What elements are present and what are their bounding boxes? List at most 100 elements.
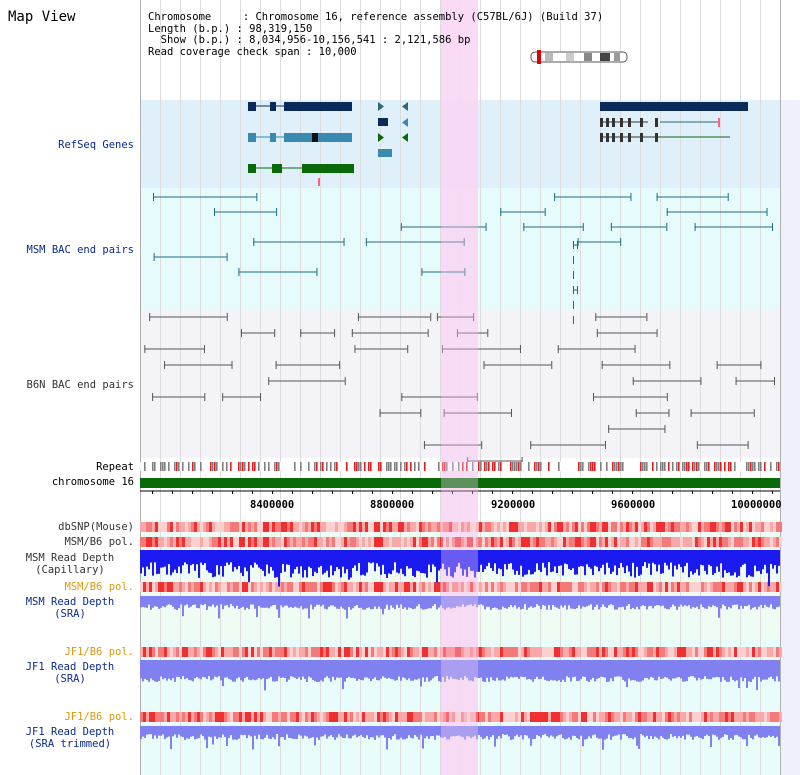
track-label-msm-bac[interactable]: MSM BAC end pairs — [26, 244, 134, 256]
track-label-b6n-bac[interactable]: B6N BAC end pairs — [26, 379, 134, 391]
track-label-msm-depth-capillary[interactable]: MSM Read Depth — [25, 552, 115, 564]
track-label-msm-b6-pol-2[interactable]: MSM/B6 pol. — [64, 581, 134, 593]
msm-capillary-depth-bar — [556, 550, 558, 574]
track-label-msm-depth-sra[interactable]: MSM Read Depth — [25, 596, 115, 608]
msm-sra-depth-bar — [584, 596, 586, 608]
jf1-trimmed-depth-bar — [274, 726, 276, 740]
jf1-b6-pol-strip — [734, 712, 737, 722]
msm-sra-depth-bar — [238, 596, 240, 609]
track-label-jf1-b6-pol-1[interactable]: JF1/B6 pol. — [64, 646, 134, 658]
repeat-mark — [724, 462, 726, 471]
msm-sra-depth-bar — [298, 596, 300, 609]
msm-capillary-depth-bar — [706, 550, 708, 575]
track-label-refseq[interactable]: RefSeq Genes — [58, 139, 134, 151]
jf1-b6-pol-strip — [620, 712, 623, 722]
msm-sra-depth-bar — [234, 596, 236, 609]
dbsnp-strip — [353, 522, 356, 532]
jf1-sra-depth-bar — [270, 660, 272, 677]
msm-capillary-depth-bar — [716, 550, 718, 567]
track-label-jf1-b6-pol-2[interactable]: JF1/B6 pol. — [64, 711, 134, 723]
msm-capillary-depth-bar — [410, 550, 412, 569]
track-label-jf1-depth-trimmed[interactable]: JF1 Read Depth — [25, 726, 115, 738]
jf1-sra-depth-bar — [512, 660, 514, 678]
msm-b6-pol-strip — [392, 537, 395, 547]
jf1-sra-depth-bar — [540, 660, 542, 679]
dbsnp-strip — [272, 522, 275, 532]
selection-highlight — [441, 0, 478, 775]
jf1-trimmed-depth-bar — [476, 726, 478, 740]
msm-b6-pol-strip — [275, 537, 278, 547]
jf1-b6-pol-strip — [317, 712, 320, 722]
dbsnp-strip — [395, 522, 398, 532]
jf1-b6-pol-strip — [149, 647, 152, 657]
msm-b6-pol-strip — [587, 582, 590, 592]
msm-capillary-depth-bar — [240, 550, 242, 573]
jf1-sra-depth-bar — [336, 660, 338, 678]
msm-b6-pol-strip — [575, 537, 578, 547]
msm-b6-pol-strip — [422, 537, 425, 547]
msm-capillary-depth-bar — [558, 550, 560, 566]
jf1-b6-pol-strip — [698, 712, 701, 722]
msm-sra-depth-bar — [594, 596, 596, 607]
msm-sra-depth-bar — [450, 596, 452, 609]
jf1-sra-depth-bar — [368, 660, 370, 679]
jf1-sra-depth-bar — [324, 660, 326, 678]
msm-b6-pol-strip — [608, 537, 611, 547]
jf1-sra-depth-bar — [350, 660, 352, 678]
msm-b6-pol-strip — [353, 582, 356, 592]
jf1-sra-depth-bar — [774, 660, 776, 682]
msm-capillary-depth-bar — [210, 550, 212, 574]
msm-capillary-depth-bar — [196, 550, 198, 565]
jf1-sra-depth-bar — [692, 660, 694, 677]
dbsnp-strip — [386, 522, 389, 532]
chromosome-info: Chromosome : Chromosome 16, reference as… — [148, 11, 604, 23]
jf1-b6-pol-strip — [545, 647, 548, 657]
jf1-trimmed-depth-bar — [216, 726, 218, 739]
msm-capillary-depth-bar — [168, 550, 170, 565]
msm-b6-pol-strip — [428, 582, 431, 592]
jf1-sra-depth-bar — [530, 660, 532, 680]
gene-exon — [248, 133, 256, 142]
repeat-mark — [300, 462, 302, 471]
jf1-b6-pol-strip — [761, 647, 764, 657]
jf1-sra-depth-bar — [668, 660, 670, 680]
msm-b6-pol-strip — [563, 582, 566, 592]
repeat-mark — [230, 462, 232, 471]
jf1-sra-depth-bar — [234, 660, 236, 682]
msm-sra-depth-bar — [612, 596, 614, 606]
repeat-mark — [174, 462, 176, 471]
jf1-trimmed-depth-bar — [624, 726, 626, 735]
msm-sra-depth-bar — [600, 596, 602, 608]
jf1-b6-pol-strip — [605, 647, 608, 657]
gene-exon — [606, 133, 609, 142]
msm-capillary-depth-bar — [512, 550, 514, 570]
track-label-msm-b6-pol-1[interactable]: MSM/B6 pol. — [64, 536, 134, 548]
jf1-trimmed-depth-bar — [746, 726, 748, 747]
dbsnp-strip — [254, 522, 257, 532]
msm-sra-depth-bar — [326, 596, 328, 610]
msm-sra-depth-bar — [512, 596, 514, 608]
track-label-jf1-depth-sra-sub: (SRA) — [54, 673, 86, 685]
jf1-sra-depth-bar — [594, 660, 596, 682]
jf1-trimmed-depth-bar — [390, 726, 392, 740]
msm-b6-pol-strip — [695, 582, 698, 592]
jf1-trimmed-depth-bar — [588, 726, 590, 737]
msm-capillary-depth-bar — [530, 550, 532, 575]
jf1-b6-pol-strip — [233, 712, 236, 722]
msm-b6-pol-strip — [440, 582, 443, 592]
track-label-chromosome: chromosome 16 — [51, 476, 134, 488]
msm-b6-pol-strip — [776, 537, 779, 547]
jf1-b6-pol-strip — [146, 712, 149, 722]
msm-b6-pol-strip — [752, 582, 755, 592]
msm-b6-pol-strip — [218, 582, 221, 592]
msm-b6-pol-strip — [206, 537, 209, 547]
msm-b6-pol-strip — [467, 537, 470, 547]
msm-capillary-depth-bar — [334, 550, 336, 572]
msm-b6-pol-strip — [731, 582, 734, 592]
track-label-dbsnp[interactable]: dbSNP(Mouse) — [58, 521, 134, 533]
jf1-sra-depth-bar — [536, 660, 538, 677]
msm-sra-depth-bar — [328, 596, 330, 607]
jf1-sra-depth-bar — [704, 660, 706, 677]
track-label-jf1-depth-sra[interactable]: JF1 Read Depth — [25, 661, 115, 673]
